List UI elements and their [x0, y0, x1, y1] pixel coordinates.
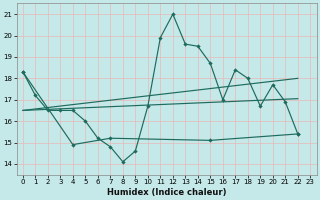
X-axis label: Humidex (Indice chaleur): Humidex (Indice chaleur)	[107, 188, 226, 197]
